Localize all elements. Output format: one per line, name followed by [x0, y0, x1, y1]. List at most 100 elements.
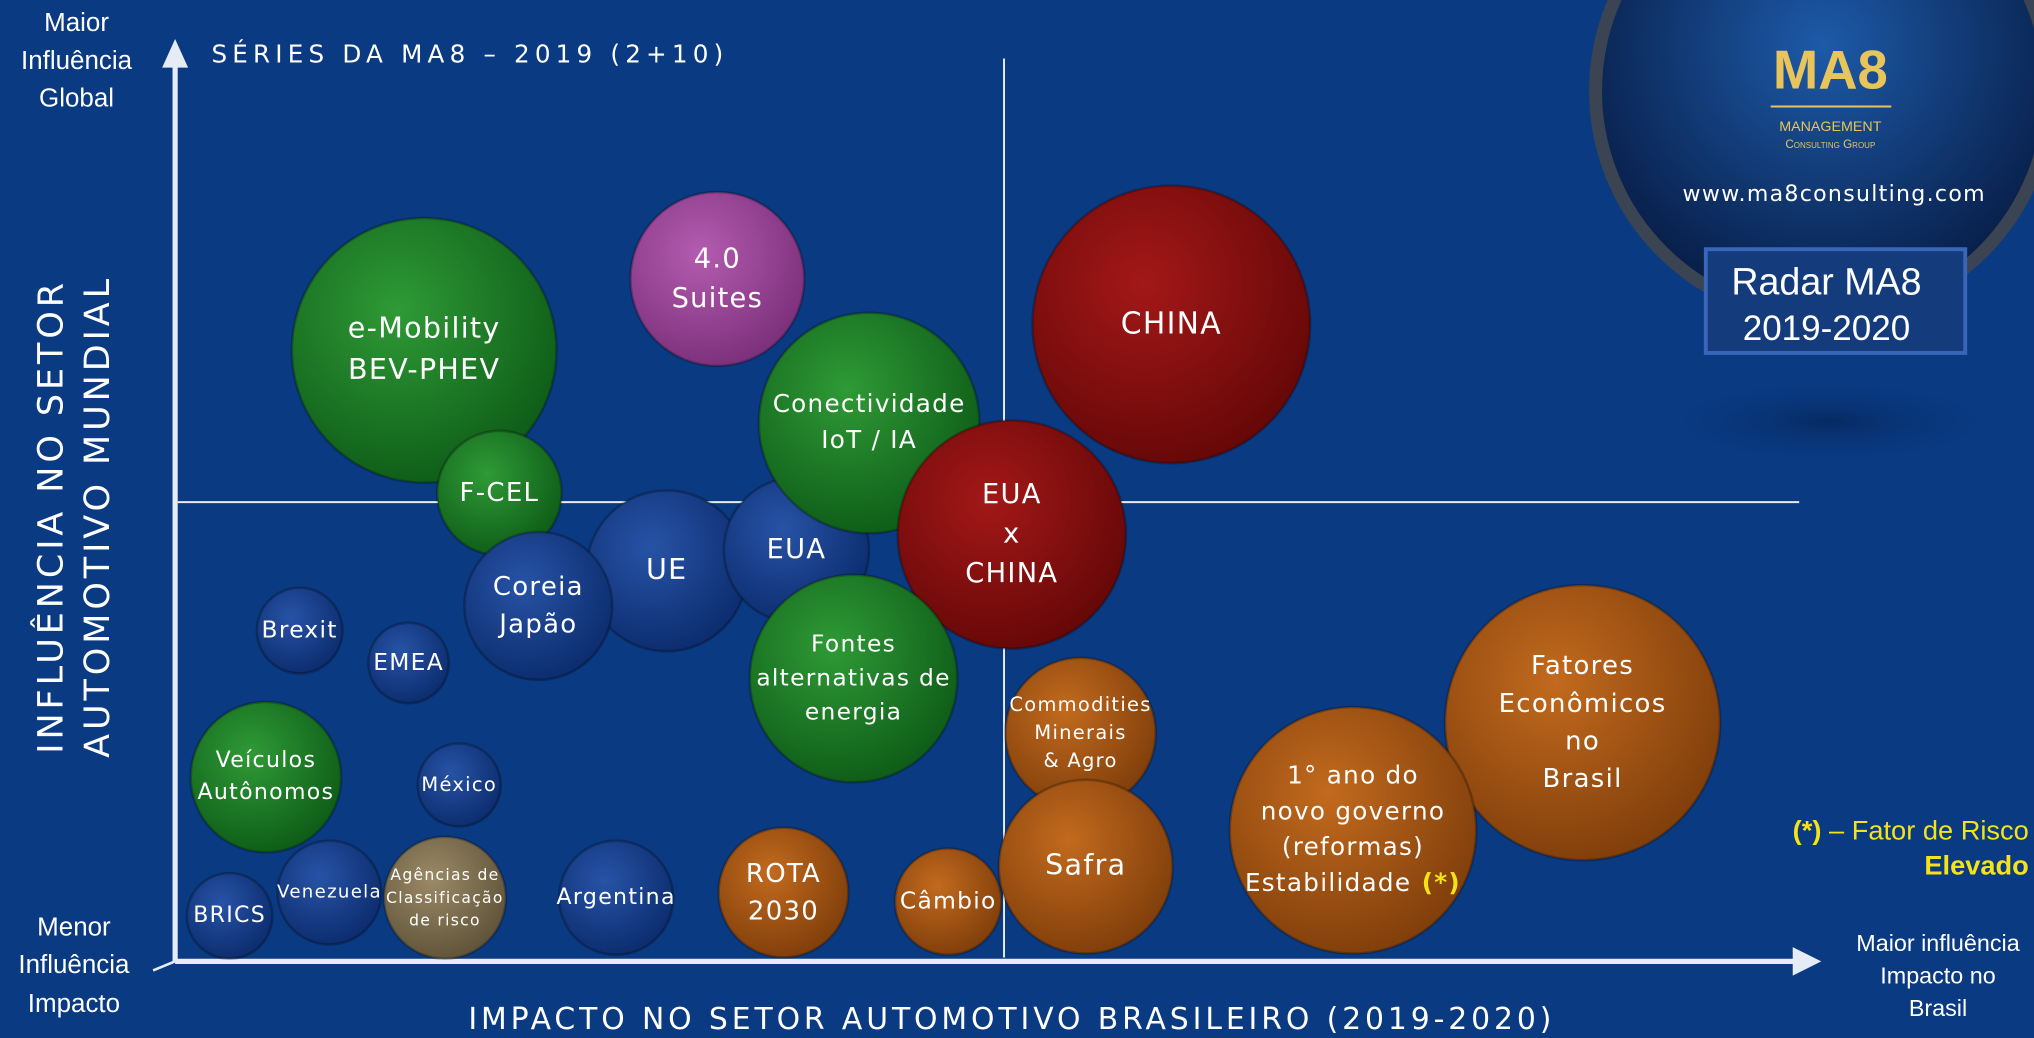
bubble-label-line: México — [421, 772, 497, 795]
axis-title: AUTOMOTIVO MUNDIAL — [77, 275, 118, 758]
bubble-label-line: de risco — [409, 911, 481, 929]
y-axis-title: INFLUÊNCIA NO SETOR AUTOMOTIVO MUNDIAL — [29, 275, 118, 758]
bubble-circle — [896, 419, 1128, 651]
bubble: F-CEL — [435, 429, 563, 557]
bubble: EUA x CHINA — [896, 419, 1128, 651]
bubble-label-line: Conectividade — [773, 389, 966, 418]
bubble-circle — [185, 871, 274, 961]
bubble-label: Brexit — [262, 615, 338, 643]
bubble: Agências de Classificação de risco — [382, 835, 508, 961]
logo-url: www.ma8consulting.com — [1683, 182, 1986, 207]
bubble-circle — [276, 839, 383, 946]
bubble-label-line: Econômicos — [1499, 688, 1667, 718]
bubble-label-line: UE — [646, 553, 687, 586]
bubble-label-line: EUA — [982, 479, 1042, 510]
bubble-label: EUA — [982, 479, 1042, 510]
legend-emphasis: Elevado — [1924, 849, 2028, 880]
bubble-label-line: alternativas de — [756, 663, 950, 691]
bubble-label: IoT / IA — [821, 425, 917, 454]
bubble-label-line: e-Mobility — [348, 312, 501, 345]
bubble-label: e-Mobility — [348, 312, 501, 345]
bubble-label: México — [421, 772, 497, 795]
bubble-label: de risco — [409, 911, 481, 929]
bubble-label: x — [1003, 518, 1020, 549]
bubble-label-line: Câmbio — [900, 886, 997, 914]
bubble-circle — [748, 573, 959, 784]
bubble-circle — [893, 847, 1003, 957]
bubble-label-line: Brasil — [1543, 764, 1623, 794]
axis-tail — [152, 960, 176, 972]
bubble: BRICS — [185, 871, 274, 961]
bubble-circle — [1031, 184, 1312, 465]
axis-note: Maior — [44, 9, 109, 37]
bubble-circle — [189, 700, 343, 854]
bubble-label-line: Agências de — [390, 866, 499, 884]
bubble: UE — [585, 489, 749, 653]
bubble-label-line: Autônomos — [198, 780, 335, 805]
bubble-label-line: Veículos — [216, 748, 317, 773]
bubble-label: Venezuela — [277, 882, 382, 903]
bubble-label: alternativas de — [756, 663, 950, 691]
bubble-circle — [290, 216, 558, 484]
bubble-label-line: EUA — [767, 534, 827, 565]
axis-note: Maior influência — [1856, 930, 2019, 956]
bubble: Commodities Minerais & Agro — [1004, 656, 1158, 810]
bubble-label-line: Minerais — [1034, 721, 1126, 744]
bubble-label: Classificação — [386, 888, 504, 906]
bubble: ROTA 2030 — [717, 826, 850, 959]
bubble: EMEA — [367, 621, 451, 705]
axis-note: Impacto — [28, 990, 120, 1018]
badge-text: Radar MA8 — [1731, 261, 1921, 303]
bubble: Safra — [997, 778, 1174, 955]
bubble-circle — [717, 826, 850, 959]
bubble-circle — [1228, 705, 1478, 955]
bubble-label: CHINA — [965, 558, 1058, 589]
bubble: CHINA — [1031, 184, 1312, 465]
bubble-circle — [416, 742, 503, 828]
axis-title: INFLUÊNCIA NO SETOR — [29, 279, 71, 754]
bubble-label: Agências de — [390, 866, 499, 884]
axis-note: Menor — [37, 913, 111, 941]
axis-note: Global — [39, 84, 114, 112]
x-axis-title: IMPACTO NO SETOR AUTOMOTIVO BRASILEIRO (… — [468, 1002, 1555, 1037]
logo-line: MANAGEMENT — [1779, 119, 1881, 135]
bubble-label-line: ROTA — [746, 858, 821, 888]
bubble: Veículos Autônomos — [189, 700, 343, 854]
y-axis-bottom: Menor Influência Impacto — [18, 913, 130, 1018]
bubble-label-line: Argentina — [557, 885, 676, 910]
bubble-label: (reformas) — [1282, 832, 1424, 861]
bubble-label: novo governo — [1261, 796, 1446, 825]
x-axis-arrow — [1792, 947, 1822, 976]
bubble-circle — [463, 530, 614, 682]
bubble-label-line: & Agro — [1043, 749, 1117, 772]
bubble: 4.0 Suites — [629, 190, 806, 368]
bubbles: e-Mobility BEV-PHEV F-CEL 4.0 Suites CHINA UE E… — [185, 184, 1722, 961]
bubble: e-Mobility BEV-PHEV — [290, 216, 558, 484]
bubble-label-line: no — [1565, 726, 1600, 756]
bubble-label-line: BEV-PHEV — [348, 353, 500, 386]
bubble-circle — [629, 190, 806, 368]
axis-note: Influência — [21, 47, 133, 75]
bubble-label: Câmbio — [900, 886, 997, 914]
bubble-label-line: Commodities — [1009, 692, 1151, 715]
bubble: Brexit — [255, 586, 344, 675]
bubble-label: CHINA — [1121, 306, 1222, 341]
series-title: SÉRIES DA MA8 – 2019 (2+10) — [211, 39, 728, 68]
axis-note: Impacto no — [1880, 962, 1995, 988]
bubble-label-line: (reformas) — [1282, 832, 1424, 861]
bubble-label-line: F-CEL — [460, 478, 540, 508]
bubble-label-line: Safra — [1045, 849, 1126, 882]
bubble-label: 4.0 — [694, 243, 741, 274]
bubble-label-line: 1° ano do — [1287, 761, 1419, 790]
bubble-label-line: Fontes — [811, 629, 896, 657]
bubble-label-line: Fatores — [1531, 651, 1634, 681]
bubble-label: F-CEL — [460, 478, 540, 508]
legend-marker: (*) — [1793, 814, 1822, 845]
bubble-label: Autônomos — [198, 780, 335, 805]
bubble-label: 2030 — [748, 896, 819, 926]
bubble: Fontes alternativas de energia — [748, 573, 959, 784]
logo-shadow — [1647, 376, 2011, 468]
bubble: Coreia Japão — [463, 530, 614, 682]
bubble-label-line: novo governo — [1261, 796, 1446, 825]
